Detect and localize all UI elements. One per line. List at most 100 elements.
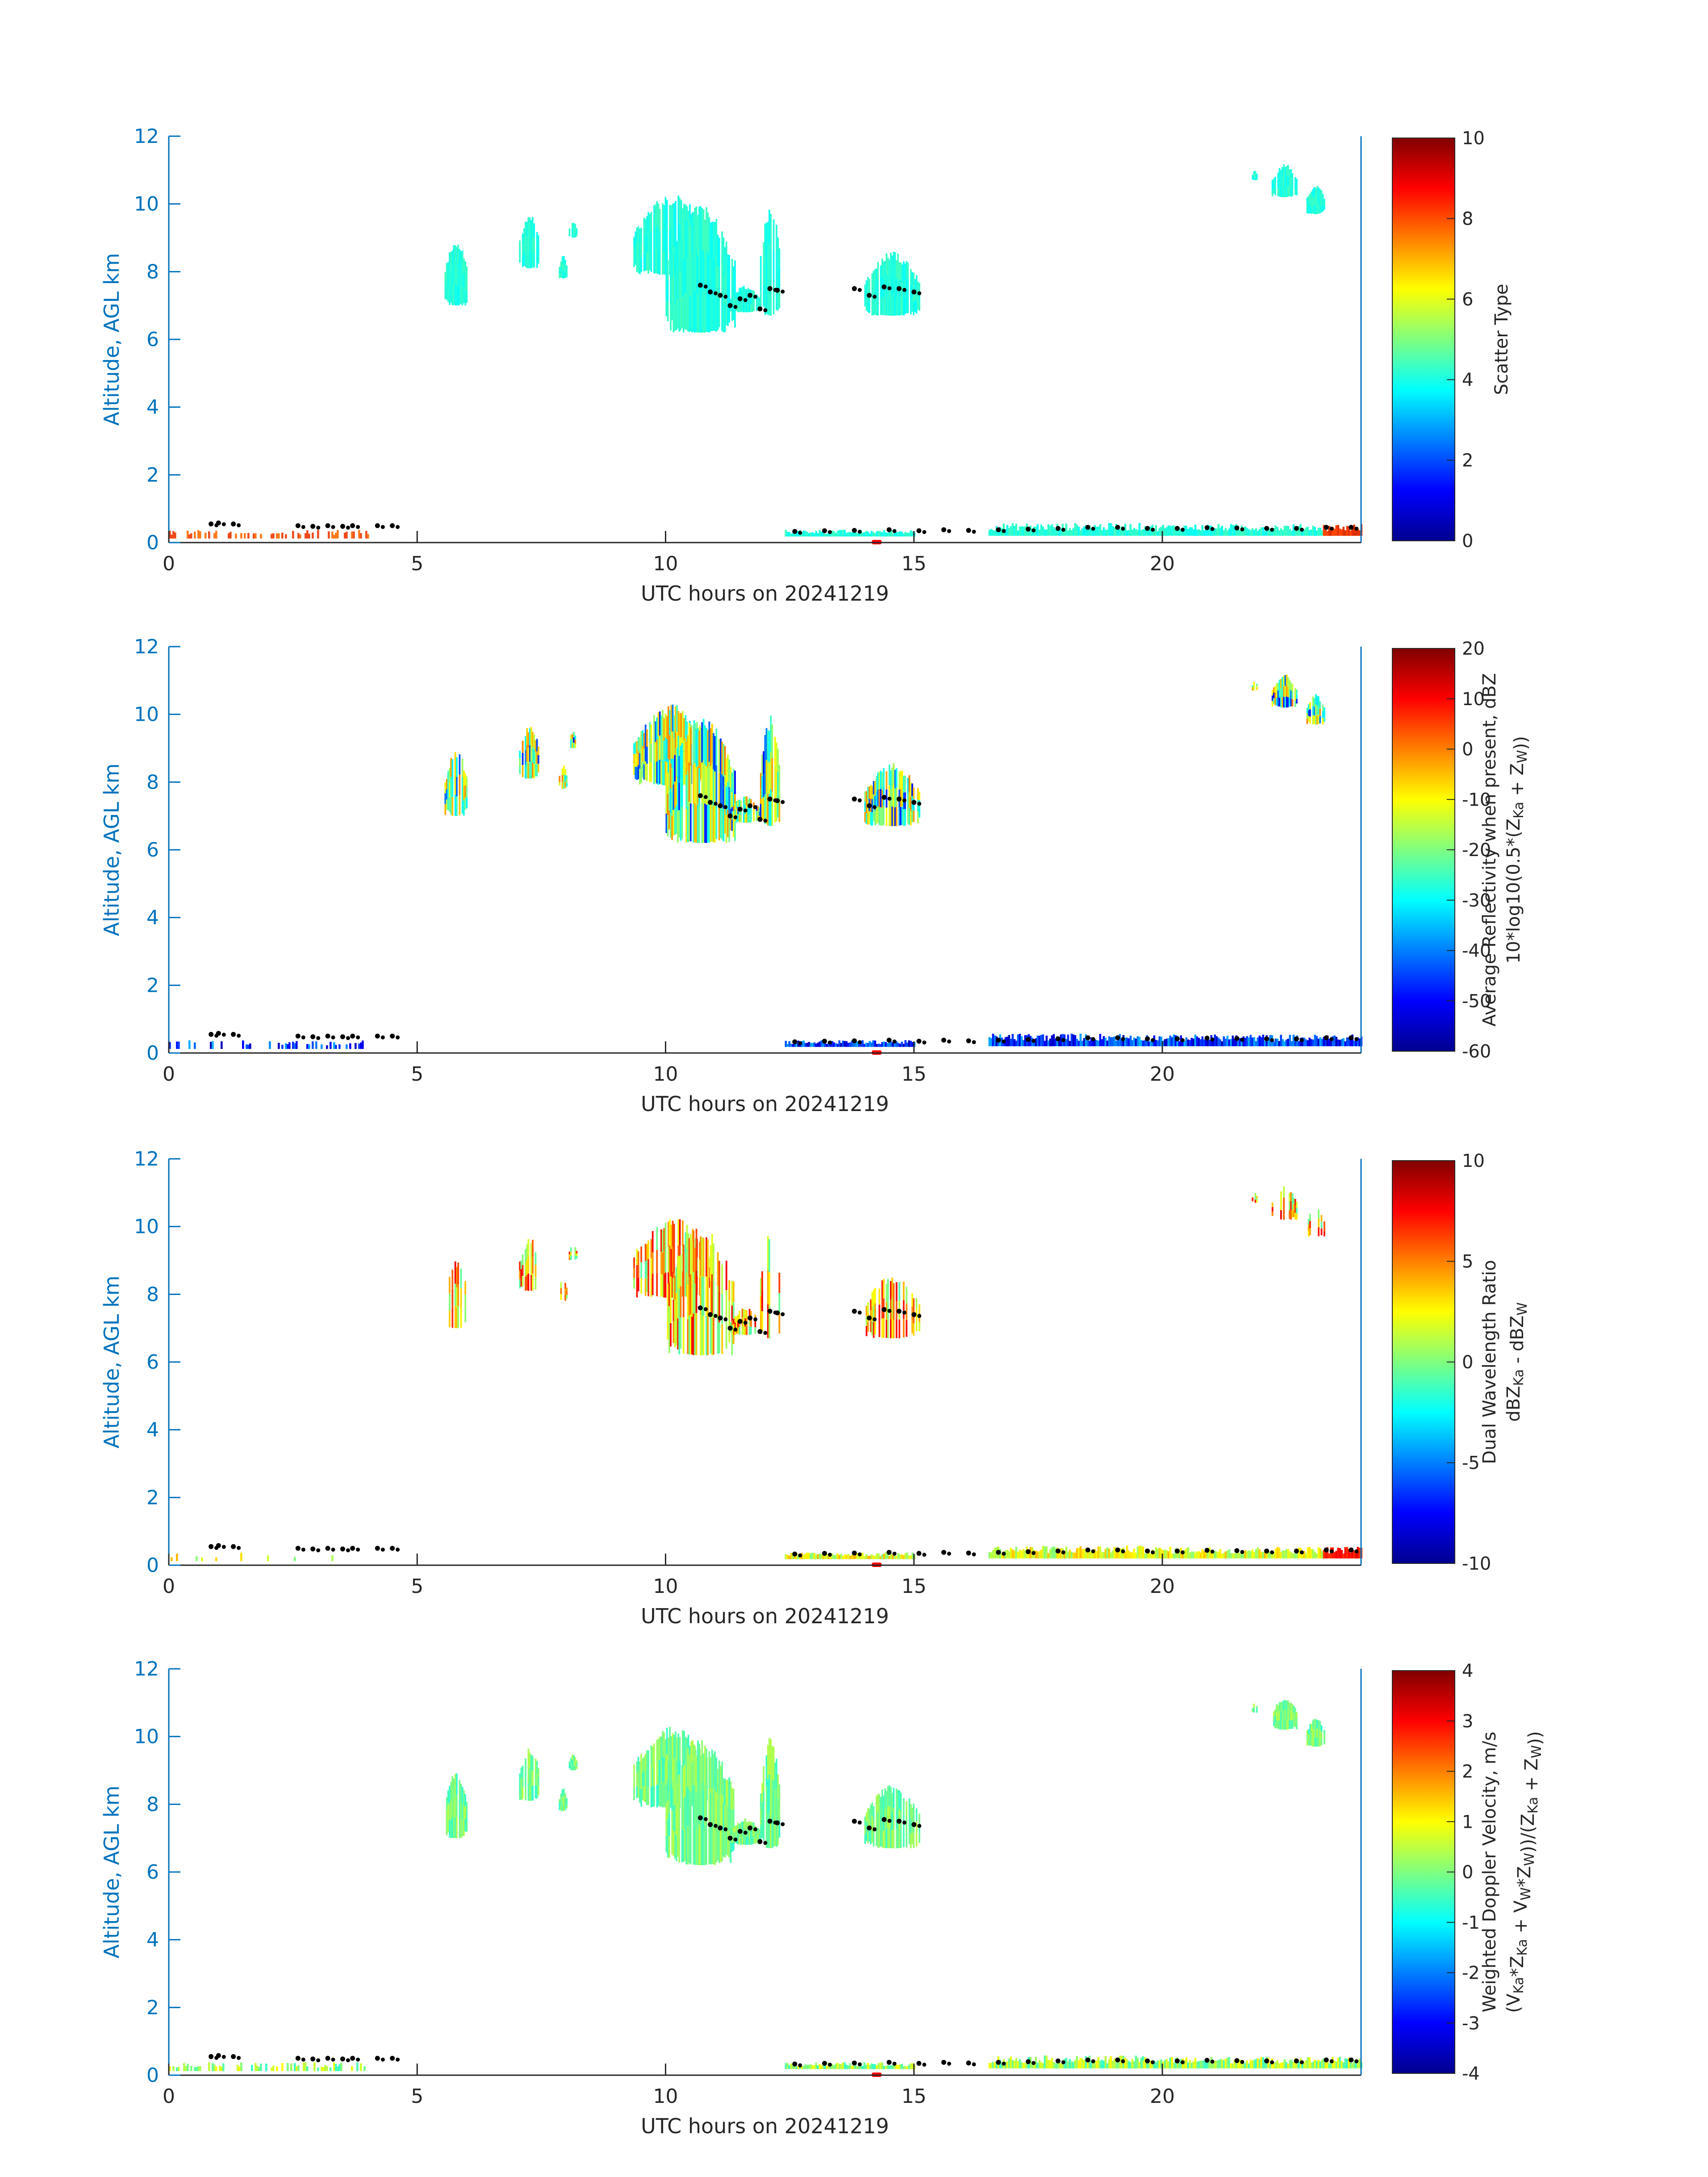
echo-cell [871,1306,873,1321]
echo-cell [519,751,521,759]
echo-region [1306,694,1325,725]
echo-cell [667,301,669,322]
echo-cell [1065,2058,1068,2068]
cloud-base-point [221,1545,226,1549]
echo-cell [865,531,868,537]
echo-cell [885,1829,888,1848]
echo-cell [687,806,689,843]
echo-cell [759,302,760,306]
echo-cell [637,751,639,765]
cloud-base-point [867,803,872,808]
echo-cell [333,1042,335,1049]
echo-cell [767,1270,769,1304]
echo-cell [1294,1206,1296,1213]
echo-cell [1020,2062,1023,2068]
colorbar-label-part: W [1529,1745,1545,1759]
echo-cell [568,1251,571,1254]
echo-cell [525,1758,526,1772]
echo-cell [1269,528,1272,536]
echo-cell [674,278,676,305]
echo-cell [358,530,360,539]
echo-cell [746,1326,748,1335]
low-layer [785,530,916,537]
echo-cell [770,247,772,282]
echo-cell [1140,1546,1143,1559]
echo-cell [178,2067,180,2071]
echo-cell [1252,689,1254,690]
echo-cell [731,1280,733,1306]
echo-cell [1251,2060,1254,2068]
echo-cell [734,770,736,794]
cloud-base-point [857,2062,862,2067]
echo-cell [871,1802,873,1816]
echo-cell [711,1274,713,1315]
echo-cell [833,2065,835,2069]
echo-cell [715,1827,718,1863]
echo-cell [873,271,875,286]
cloud-base-point [798,1553,802,1558]
echo-cell [851,532,853,537]
echo-cell [849,531,852,537]
echo-cell [669,710,671,735]
echo-cell [753,815,755,822]
echo-cell [906,2066,909,2069]
echo-cell [568,231,571,234]
echo-cell [321,1044,323,1049]
echo-cell [824,2065,827,2069]
echo-cell [680,301,682,330]
echo-cell [1283,526,1286,536]
echo-cell [893,251,895,273]
echo-cell [662,760,664,786]
echo-cell [1135,1038,1137,1046]
echo-cell [1174,530,1177,536]
echo-cell [994,1035,996,1046]
echo-cell [870,2064,873,2069]
echo-cell [646,764,648,781]
cloud-base-point [867,1315,872,1320]
echo-cell [672,275,675,304]
echo-cell [576,1251,578,1254]
echo-cell [1067,2061,1069,2068]
echo-cell [1258,2059,1261,2068]
echo-cell [706,728,707,766]
cloud-base-point [325,2056,330,2061]
echo-cell [1271,1207,1274,1212]
echo-cell [1294,527,1297,536]
echo-region [760,715,781,826]
echo-cell [1289,2060,1291,2068]
echo-cell [331,531,334,539]
echo-cell [330,2067,332,2071]
echo-cell [1224,1551,1227,1559]
cloud-base-point [1210,1037,1215,1042]
echo-cell [1190,1038,1193,1046]
echo-cell [702,1237,705,1277]
echo-cell [732,1302,735,1323]
cloud-base-point [733,1837,738,1842]
cloud-base-point [1354,1549,1359,1554]
echo-cell [1235,1548,1238,1559]
echo-cell [886,1043,889,1047]
echo-cell [744,288,746,297]
echo-cell [735,1322,738,1328]
echo-cell [1253,177,1255,180]
echo-cell [786,2063,789,2069]
echo-cell [884,1828,886,1848]
echo-cell [739,1823,741,1830]
echo-cell [633,1764,635,1776]
echo-cell [873,1806,875,1820]
echo-cell [258,2067,260,2071]
echo-cell [1280,2062,1282,2068]
echo-cell [717,1320,719,1354]
echo-cell [1249,1551,1252,1559]
echo-cell [864,1817,866,1826]
echo-cell [1290,169,1292,179]
echo-region [665,1740,735,1865]
echo-cell [574,233,576,238]
echo-cell [1085,525,1087,536]
cloud-base-point [1055,1548,1061,1554]
echo-cell [685,1789,688,1827]
echo-cell [1339,1548,1341,1559]
echo-cell [737,305,739,313]
echo-cell [863,532,866,537]
cloud-base-point [356,2057,360,2062]
